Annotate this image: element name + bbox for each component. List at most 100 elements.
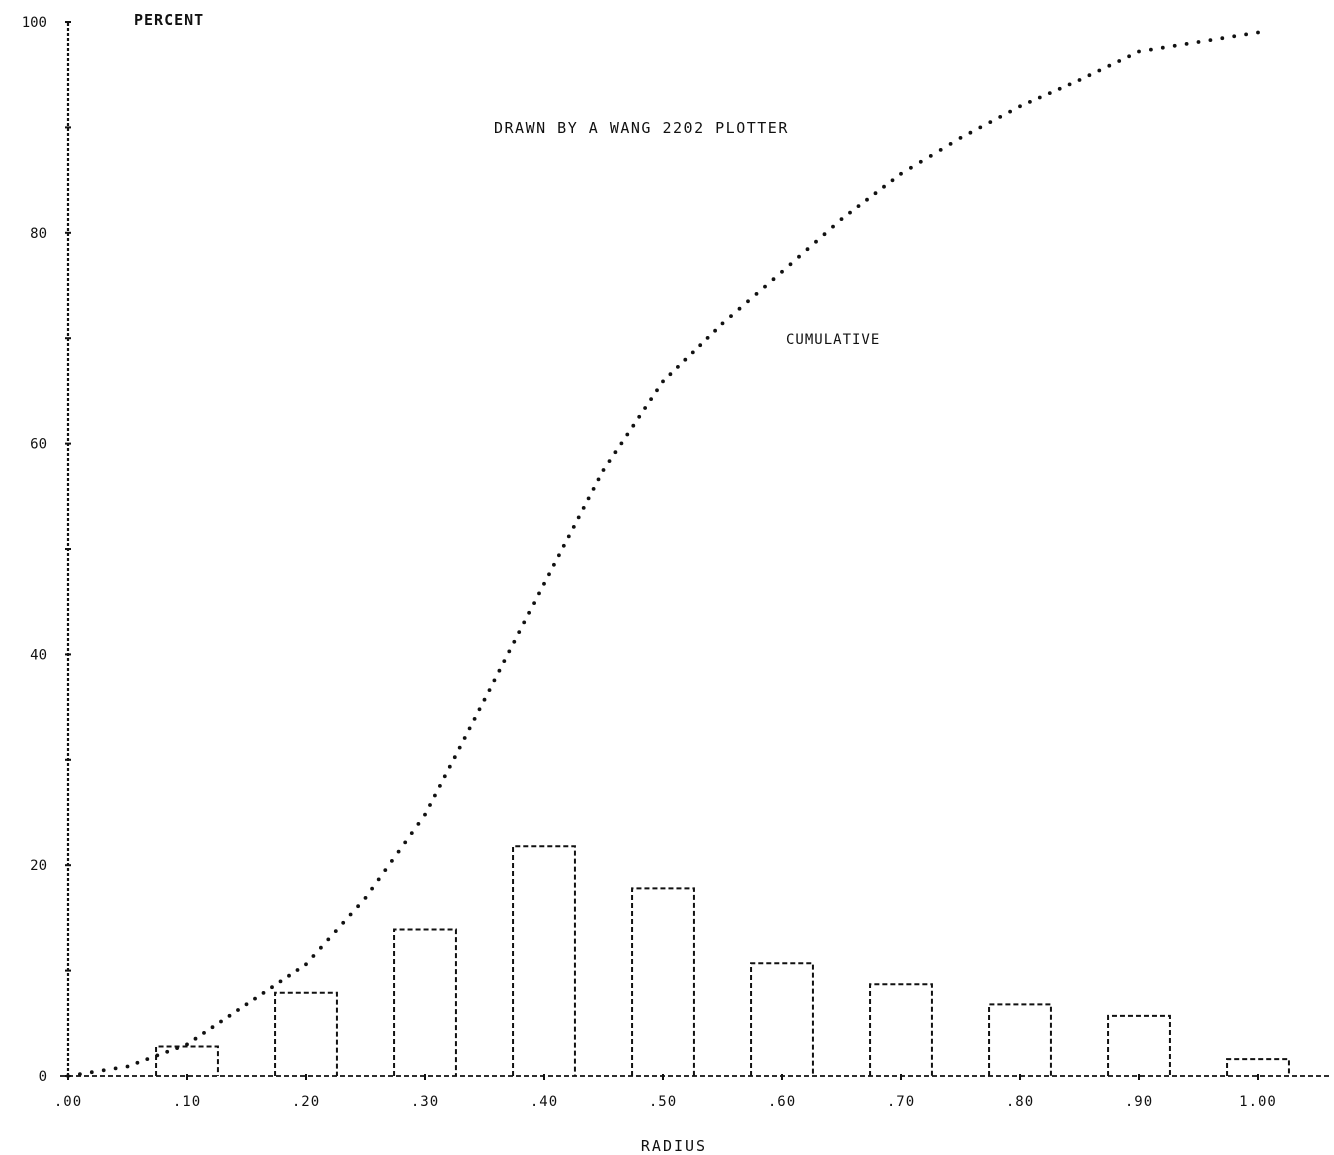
cumulative-dot [507, 649, 512, 654]
cumulative-dot [754, 292, 759, 296]
cumulative-dot [202, 1031, 206, 1035]
cumulative-dot [637, 414, 642, 419]
cumulative-dot [713, 328, 717, 333]
cumulative-dot [1018, 104, 1022, 109]
cumulative-dot [532, 601, 536, 605]
cumulative-dot [467, 726, 472, 731]
chart-title: DRAWN BY A WANG 2202 PLOTTER [494, 119, 789, 137]
cumulative-dot [155, 1053, 160, 1058]
cumulative-dot [683, 357, 688, 362]
histogram-bar [512, 845, 576, 1076]
cumulative-dot [101, 1068, 106, 1073]
cumulative-dot [348, 912, 353, 917]
cumulative-dot [596, 477, 601, 482]
cumulative-dot [890, 178, 895, 183]
cumulative-dot [909, 165, 913, 170]
cumulative-dot [1149, 47, 1153, 52]
cumulative-dot [482, 697, 487, 702]
cumulative-dot [457, 745, 462, 750]
cumulative-dot [487, 688, 492, 692]
cumulative-dot [1127, 54, 1131, 59]
cumulative-dot [1057, 86, 1062, 91]
cumulative-dot [998, 115, 1003, 119]
cumulative-dot [668, 372, 673, 377]
cumulative-dot [928, 154, 933, 158]
cumulative-dot [547, 572, 551, 577]
cumulative-dot [517, 630, 522, 634]
cumulative-dot [527, 610, 531, 615]
cumulative-dot [619, 441, 624, 446]
cumulative-dot [1037, 95, 1042, 100]
cumulative-label: CUMULATIVE [786, 332, 880, 348]
y-tick-label: 0 [39, 1069, 47, 1085]
x-tick-label: .00 [54, 1094, 82, 1110]
cumulative-dot [497, 668, 502, 673]
labels: PERCENT DRAWN BY A WANG 2202 PLOTTER CUM… [134, 11, 880, 1155]
cumulative-dot [988, 120, 993, 124]
histogram-bar [1226, 1058, 1290, 1076]
cumulative-dot [591, 487, 596, 491]
cumulative-dot [193, 1036, 198, 1041]
cumulative-dot [219, 1019, 223, 1024]
cumulative-dot [814, 239, 818, 244]
cumulative-dot [145, 1057, 150, 1061]
cumulative-dot [261, 991, 266, 995]
cumulative-dot [356, 904, 360, 909]
y-tick-label: 100 [22, 15, 47, 31]
cumulative-dot [304, 962, 308, 967]
cumulative-dot [135, 1060, 140, 1065]
cumulative-dot [557, 553, 561, 558]
cumulative-dot [522, 620, 527, 625]
cumulative-dot [66, 1074, 70, 1078]
histogram-bar [1107, 1014, 1171, 1076]
cumulative-dot [383, 868, 388, 872]
cumulative-dot [396, 849, 401, 854]
cumulative-dot [433, 793, 437, 798]
cumulative-dot [788, 262, 793, 267]
cumulative-dot [502, 659, 507, 663]
cumulative-dot [561, 543, 566, 548]
cumulative-dot [607, 459, 612, 463]
cumulative-dot [690, 350, 695, 355]
cumulative-curve [66, 30, 1260, 1078]
cumulative-dot [882, 184, 886, 189]
cumulative-dot [78, 1072, 82, 1076]
cumulative-dot [1137, 49, 1141, 54]
cumulative-dot [1107, 63, 1112, 68]
cumulative-dot [452, 755, 457, 760]
cumulative-dot [1087, 73, 1092, 78]
cumulative-dot [805, 247, 810, 252]
cumulative-dot [175, 1046, 180, 1050]
cumulative-dot [477, 707, 482, 712]
cumulative-dot [1077, 78, 1082, 82]
cumulative-dot [1047, 91, 1052, 95]
cumulative-dot [978, 125, 983, 130]
cumulative-dot [729, 314, 733, 318]
cumulative-dot [210, 1025, 215, 1030]
cumulative-dot [512, 639, 517, 644]
y-tick-label: 80 [30, 226, 47, 242]
cumulative-dot [125, 1064, 130, 1069]
cumulative-dot [1008, 109, 1012, 114]
x-axis-label: RADIUS [641, 1137, 707, 1155]
x-tick-label: .40 [530, 1094, 558, 1110]
histogram-bar [393, 928, 457, 1076]
cumulative-dot [1160, 45, 1165, 50]
cumulative-dot [958, 136, 963, 140]
cumulative-dot [341, 920, 346, 925]
x-tick-label: .90 [1125, 1094, 1153, 1110]
cumulative-dot [113, 1066, 118, 1071]
cumulative-dot [438, 784, 442, 788]
cumulative-dot [865, 197, 869, 202]
x-tick-label: 1.00 [1239, 1094, 1277, 1110]
cumulative-dot [780, 269, 784, 274]
cumulative-dot [472, 717, 477, 721]
cumulative-dot [287, 973, 291, 978]
cumulative-dot [244, 1002, 249, 1007]
cumulative-dot [89, 1070, 94, 1075]
cumulative-dot [1220, 36, 1225, 41]
histogram-bar [750, 962, 814, 1076]
cumulative-dot [295, 968, 300, 972]
y-tick-label: 20 [30, 858, 47, 874]
